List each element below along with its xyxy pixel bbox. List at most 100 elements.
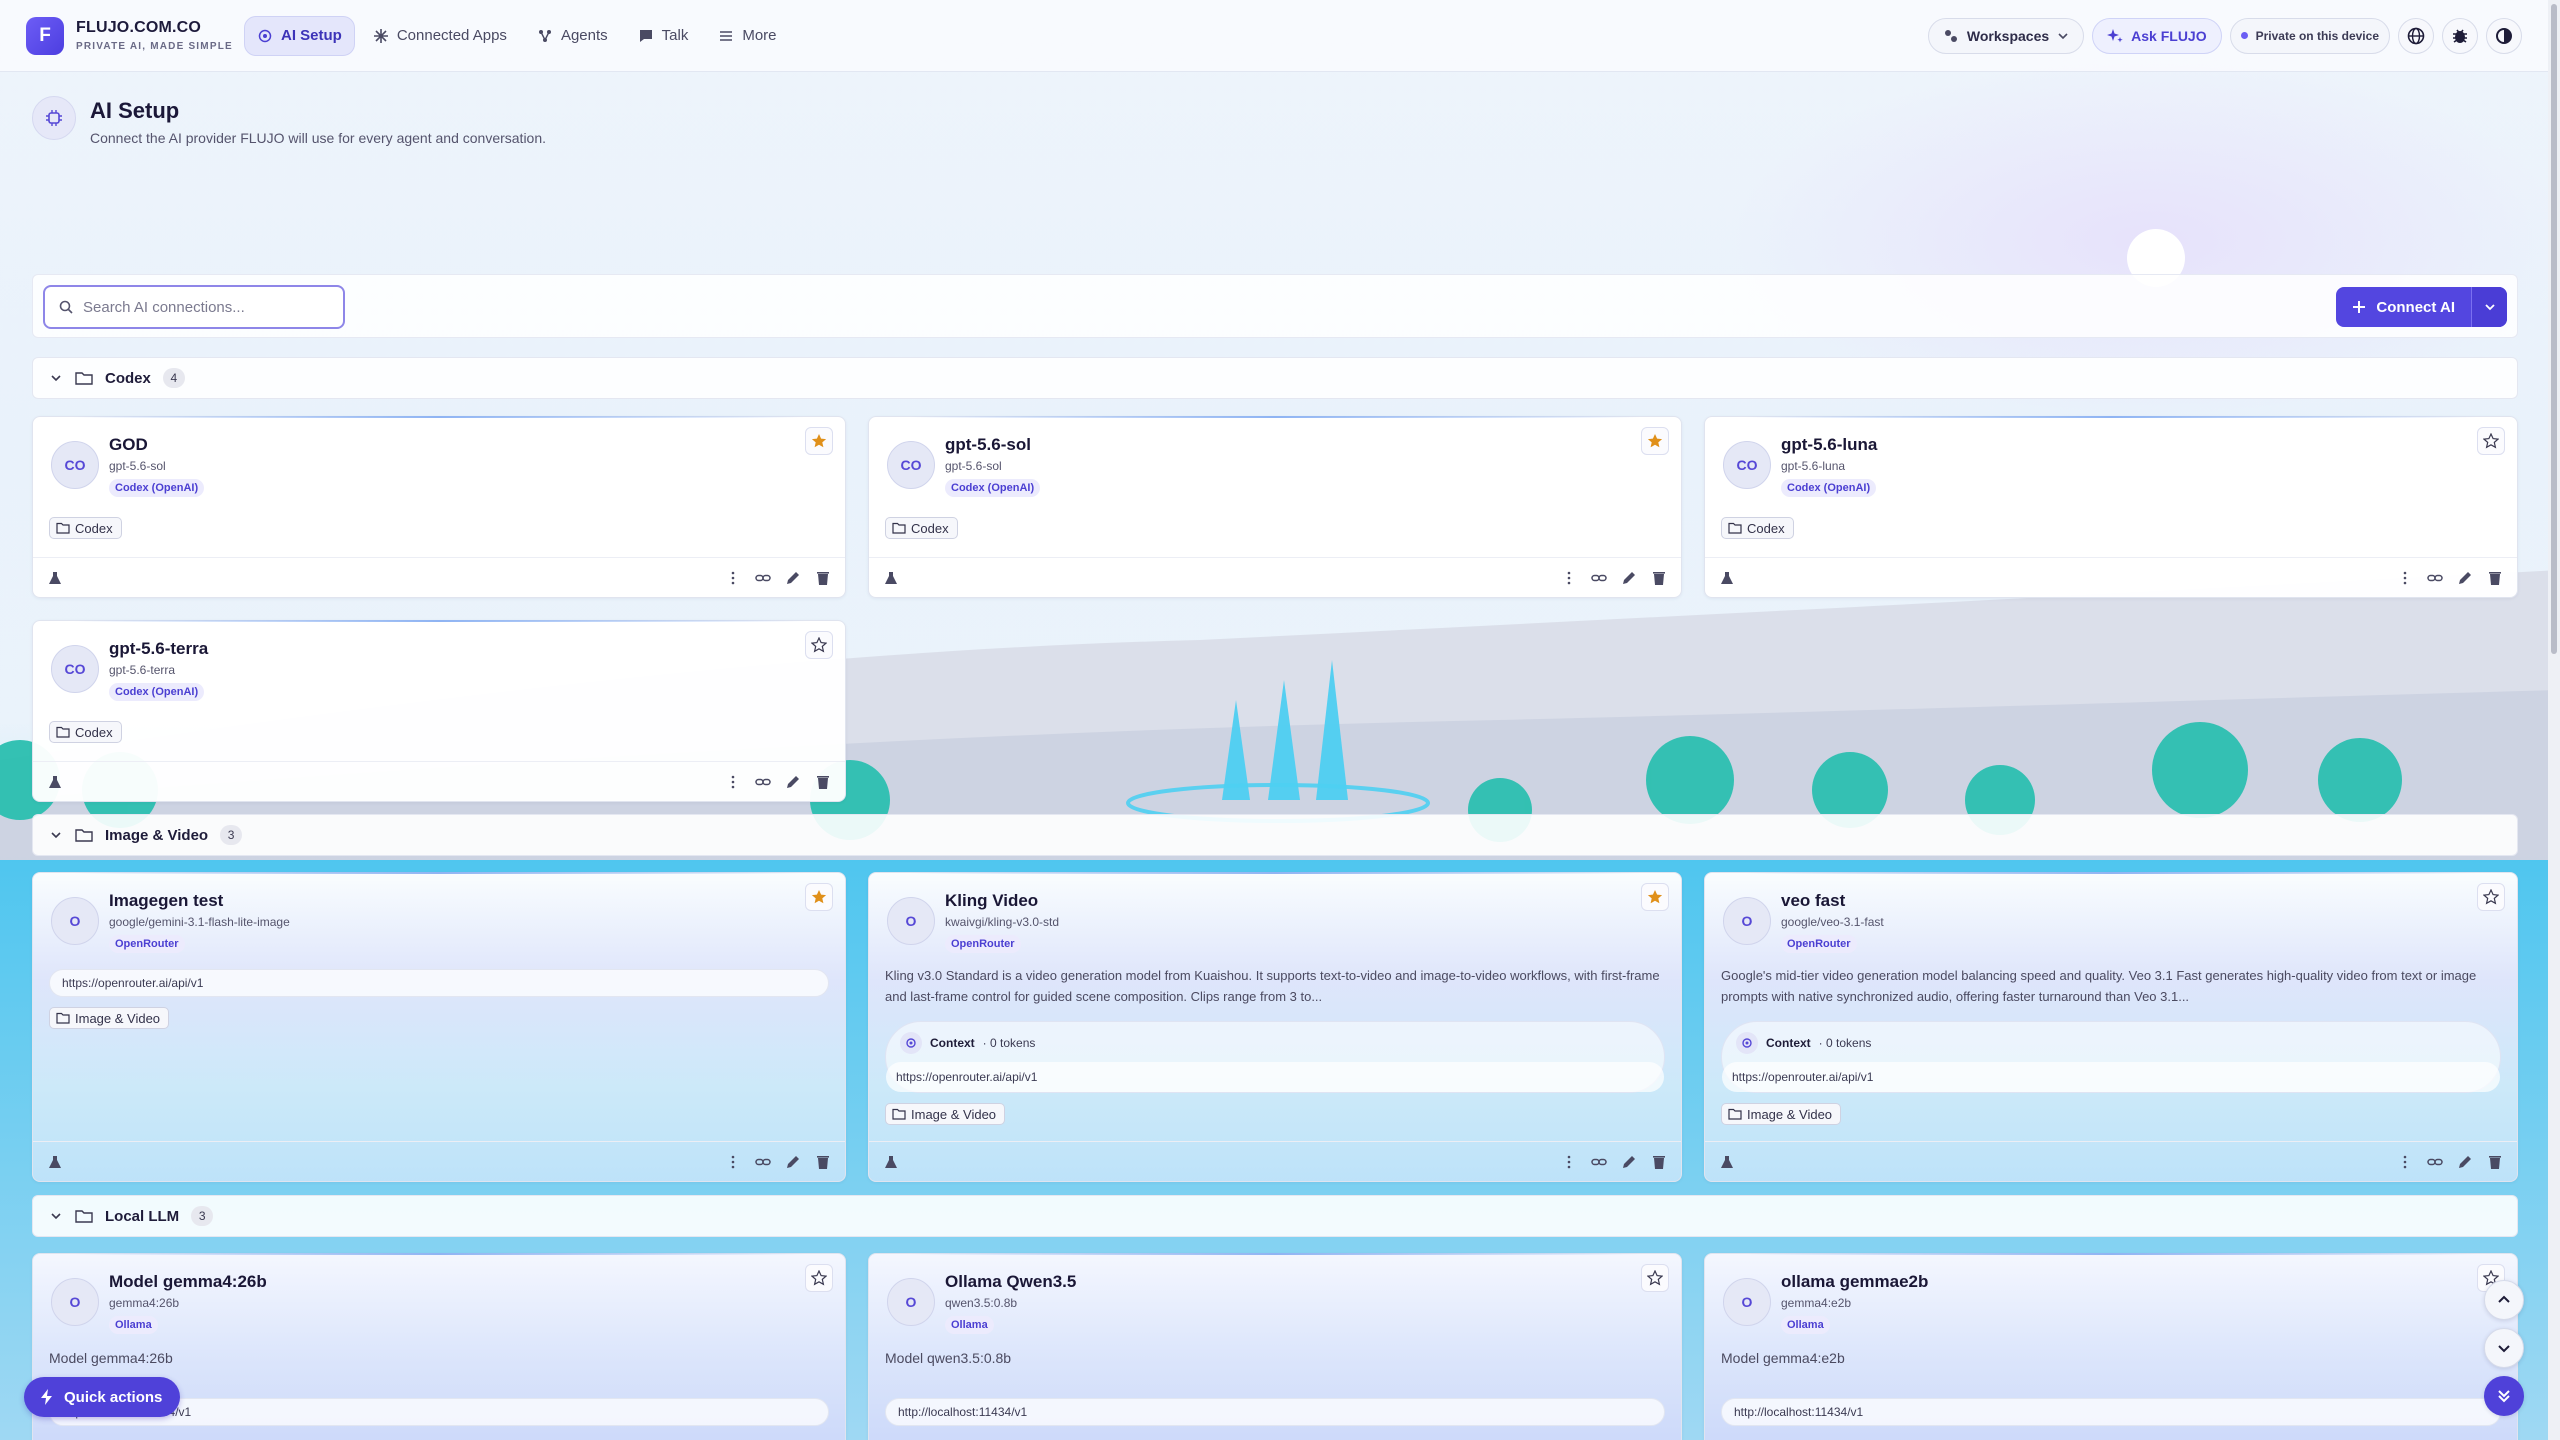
avatar: O [1723,1278,1771,1326]
group-header-codex[interactable]: Codex 4 [32,357,2518,399]
scroll-to-bottom-button[interactable] [2484,1376,2524,1416]
group-tag: Codex [1721,517,1794,539]
connection-card[interactable]: O Ollama Qwen3.5 qwen3.5:0.8b Ollama Mod… [868,1253,1682,1440]
status-dot-icon [2240,32,2248,39]
group-count-badge: 3 [191,1206,214,1226]
nav-connected-apps[interactable]: Connected Apps [361,16,519,56]
more-vertical-icon[interactable] [725,1154,741,1170]
connection-card[interactable]: O ollama gemmae2b gemma4:e2b Ollama Mode… [1704,1253,2518,1440]
connection-card[interactable]: CO gpt-5.6-terra gpt-5.6-terra Codex (Op… [32,620,846,802]
edit-pencil-icon[interactable] [785,774,801,790]
card-model: gpt-5.6-sol [109,459,166,473]
search-input[interactable] [83,298,323,316]
more-vertical-icon[interactable] [725,774,741,790]
group-header-image-video[interactable]: Image & Video 3 [32,814,2518,856]
connect-ai-dropdown-button[interactable] [2471,287,2507,327]
favorite-button[interactable] [1641,1264,1669,1292]
test-flask-icon[interactable] [883,570,899,586]
link-icon[interactable] [1591,570,1607,586]
trash-icon[interactable] [815,774,831,790]
nav-more[interactable]: More [706,16,788,56]
trash-icon[interactable] [1651,570,1667,586]
workspaces-dropdown[interactable]: Workspaces [1927,17,2085,54]
test-flask-icon[interactable] [47,774,63,790]
card-title: Kling Video [945,891,1039,910]
test-flask-icon[interactable] [1719,1154,1735,1170]
brand[interactable]: F FLUJO.COM.CO PRIVATE AI, MADE SIMPLE [26,16,236,55]
favorite-button[interactable] [805,1264,833,1292]
connection-card[interactable]: O veo fast google/veo-3.1-fast OpenRoute… [1704,872,2518,1182]
connection-card[interactable]: CO gpt-5.6-luna gpt-5.6-luna Codex (Open… [1704,416,2518,598]
favorite-button[interactable] [2477,883,2505,911]
favorite-button[interactable] [2477,427,2505,455]
theme-toggle-button[interactable] [2486,17,2522,54]
more-vertical-icon[interactable] [1561,1154,1577,1170]
group-tag-label: Codex [75,724,113,740]
double-chevron-down-icon [2498,1390,2510,1403]
nav-talk[interactable]: Talk [626,16,701,56]
favorite-button[interactable] [1641,427,1669,455]
edit-pencil-icon[interactable] [2457,570,2473,586]
group-count-badge: 4 [162,368,185,388]
search-box[interactable] [43,285,345,329]
favorite-button[interactable] [805,427,833,455]
link-icon[interactable] [1591,1154,1607,1170]
context-icon [1736,1032,1758,1054]
search-icon [59,300,73,314]
card-description: Kling v3.0 Standard is a video generatio… [885,968,1660,1004]
test-flask-icon[interactable] [47,1154,63,1170]
quick-actions-button[interactable]: Quick actions [24,1377,181,1417]
link-icon[interactable] [2427,1154,2443,1170]
link-icon[interactable] [2427,570,2443,586]
connection-card[interactable]: O Imagegen test google/gemini-3.1-flash-… [32,872,846,1182]
context-value: · 0 tokens [1818,1036,1872,1050]
edit-pencil-icon[interactable] [785,570,801,586]
test-flask-icon[interactable] [883,1154,899,1170]
edit-pencil-icon[interactable] [2457,1154,2473,1170]
trash-icon[interactable] [2487,1154,2503,1170]
link-icon[interactable] [755,1154,771,1170]
trash-icon[interactable] [815,1154,831,1170]
group-name: Codex [105,369,151,387]
test-flask-icon[interactable] [1719,570,1735,586]
trash-icon[interactable] [2487,570,2503,586]
more-vertical-icon[interactable] [725,570,741,586]
edit-pencil-icon[interactable] [1621,1154,1637,1170]
debug-button[interactable] [2442,17,2478,54]
link-icon[interactable] [755,570,771,586]
scroll-down-button[interactable] [2484,1328,2524,1368]
ask-flujo-button[interactable]: Ask FLUJO [2092,17,2222,54]
scroll-up-button[interactable] [2484,1280,2524,1320]
private-status-badge: Private on this device [2229,17,2390,54]
provider-badge: OpenRouter [109,935,185,953]
edit-pencil-icon[interactable] [1621,570,1637,586]
trash-icon[interactable] [1651,1154,1667,1170]
group-header-local-llm[interactable]: Local LLM 3 [32,1195,2518,1237]
nav-ai-setup[interactable]: AI Setup [244,15,355,56]
connection-card[interactable]: CO GOD gpt-5.6-sol Codex (OpenAI) Codex [32,416,846,598]
favorite-button[interactable] [1641,883,1669,911]
group-name: Local LLM [105,1207,180,1225]
language-button[interactable] [2398,17,2434,54]
favorite-button[interactable] [805,883,833,911]
test-flask-icon[interactable] [47,570,63,586]
page-scrollbar[interactable] [2548,0,2560,1440]
more-vertical-icon[interactable] [2397,1154,2413,1170]
favorite-button[interactable] [805,631,833,659]
connection-card[interactable]: CO gpt-5.6-sol gpt-5.6-sol Codex (OpenAI… [868,416,1682,598]
more-vertical-icon[interactable] [2397,570,2413,586]
chevron-down-icon [2484,304,2495,311]
connect-ai-button[interactable]: Connect AI [2336,287,2471,327]
context-icon [900,1032,922,1054]
connection-card[interactable]: O Kling Video kwaivgi/kling-v3.0-std Ope… [868,872,1682,1182]
more-vertical-icon[interactable] [1561,570,1577,586]
star-outline-icon [1647,1270,1663,1286]
star-outline-icon [2483,889,2499,905]
link-icon[interactable] [755,774,771,790]
edit-pencil-icon[interactable] [785,1154,801,1170]
trash-icon[interactable] [815,570,831,586]
nav-agents[interactable]: Agents [525,16,620,56]
scrollbar-thumb[interactable] [2551,4,2557,654]
avatar: O [887,1278,935,1326]
group-tag-label: Image & Video [911,1106,997,1122]
